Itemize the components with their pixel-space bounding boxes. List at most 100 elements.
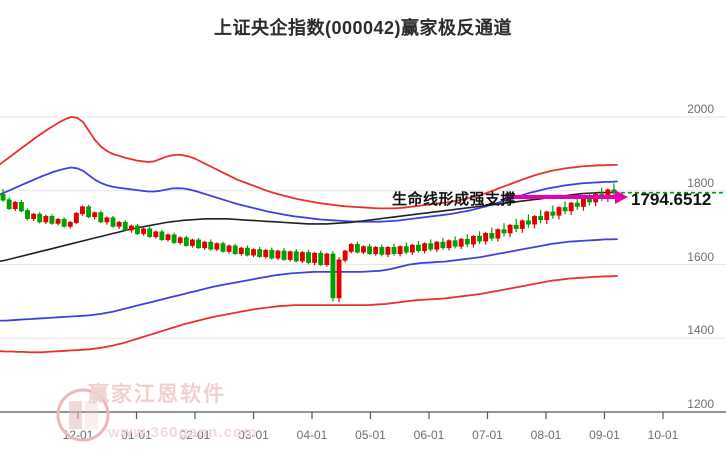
candle-body <box>354 244 360 253</box>
series-line <box>0 275 618 354</box>
candle-body <box>49 216 55 224</box>
candle-body <box>416 244 421 252</box>
candle-body <box>452 240 458 247</box>
candle-body <box>324 253 330 266</box>
candle-body <box>330 253 336 299</box>
candle-body <box>98 212 104 223</box>
candle-body <box>525 220 531 225</box>
candle-body <box>483 232 489 242</box>
y-tick-label-1800: 1800 <box>687 175 714 190</box>
candle-body <box>397 246 403 254</box>
candle-body <box>336 259 342 299</box>
brand-watermark: 赢家江恩软件 <box>88 383 226 406</box>
candle-body <box>580 198 586 207</box>
candle-body <box>80 206 85 215</box>
candle-body <box>532 216 537 225</box>
candle-body <box>226 245 232 252</box>
candle-body <box>31 213 37 219</box>
candle-body <box>73 213 79 224</box>
candle-body <box>25 210 30 219</box>
candle-body <box>428 243 434 250</box>
chart-annotation: 生命线形成强支撑 <box>392 191 517 208</box>
candle-body <box>446 240 452 249</box>
x-tick-label-01-01: 01-01 <box>121 428 152 442</box>
candle-body <box>232 245 238 254</box>
candle-body <box>147 228 153 238</box>
candle-body <box>422 243 428 252</box>
x-tick-label-04-01: 04-01 <box>296 428 328 442</box>
candle-body <box>299 252 305 262</box>
x-tick-label-08-01: 08-01 <box>530 428 562 442</box>
seal-watermark-icon <box>56 388 110 442</box>
candle-body <box>43 216 49 223</box>
series-line <box>0 191 618 262</box>
y-tick-label-1200: 1200 <box>687 397 714 411</box>
candle-body <box>196 239 201 249</box>
x-tick-label-05-01: 05-01 <box>355 428 386 442</box>
candle-body <box>37 213 43 223</box>
candle-body <box>403 246 409 253</box>
y-tick-label-2000: 2000 <box>687 102 714 116</box>
x-tick-label-10-01: 10-01 <box>647 428 679 442</box>
candle-body <box>171 234 177 243</box>
candle-body <box>104 217 110 223</box>
candle-body <box>464 238 470 245</box>
candle-body <box>556 207 562 216</box>
y-tick-label-1400: 1400 <box>687 323 714 338</box>
candle-body <box>208 241 214 250</box>
x-tick-label-03-01: 03-01 <box>238 428 269 442</box>
candle-body <box>202 241 208 249</box>
candle-body <box>238 247 244 254</box>
candle-body <box>18 202 24 212</box>
candle-body <box>318 252 324 266</box>
candle-body <box>477 235 482 242</box>
candle-body <box>116 221 122 227</box>
candle-body <box>507 224 513 234</box>
candle-body <box>110 217 116 227</box>
candle-body <box>568 202 574 212</box>
candle-body <box>391 246 397 254</box>
candle-body <box>562 207 568 212</box>
candle-body <box>55 218 61 224</box>
candle-body <box>61 218 67 227</box>
y-tick-label-1600: 1600 <box>687 249 714 264</box>
x-tick-label-07-01: 07-01 <box>472 428 503 442</box>
x-tick-label-02-01: 02-01 <box>179 428 211 442</box>
url-watermark: www.360gann.com <box>108 424 258 441</box>
candle-body <box>251 249 256 256</box>
candle-body <box>550 211 556 216</box>
candle-body <box>189 239 195 246</box>
candle-body <box>67 221 73 227</box>
candle-body <box>519 220 525 229</box>
candle-body <box>293 251 299 262</box>
candle-body <box>214 243 220 250</box>
candle-body <box>379 246 385 255</box>
page-title: 上证央企指数(000042)赢家极反通道 <box>213 18 513 38</box>
candle-body <box>128 225 134 231</box>
annotation-arrow-head <box>615 190 628 204</box>
candle-body <box>141 228 147 235</box>
candle-body <box>263 249 269 257</box>
candle-body <box>434 241 440 250</box>
candle-body <box>440 241 446 249</box>
candle-body <box>153 231 159 238</box>
candle-body <box>86 206 92 218</box>
candle-body <box>538 216 544 221</box>
candle-body <box>275 250 281 259</box>
candle-body <box>342 250 348 261</box>
x-tick-label-09-01: 09-01 <box>589 428 620 442</box>
candle-body <box>367 246 373 254</box>
candle-body <box>159 231 165 240</box>
candle-body <box>501 229 507 234</box>
candle-body <box>12 202 18 210</box>
candle-body <box>269 249 275 259</box>
series-line <box>0 116 618 210</box>
candle-body <box>495 229 501 239</box>
candle-body <box>244 247 250 256</box>
last-price-label: 1794.6512 <box>631 190 712 209</box>
candle-body <box>348 244 354 252</box>
candle-body <box>0 193 6 201</box>
candle-body <box>361 246 366 253</box>
